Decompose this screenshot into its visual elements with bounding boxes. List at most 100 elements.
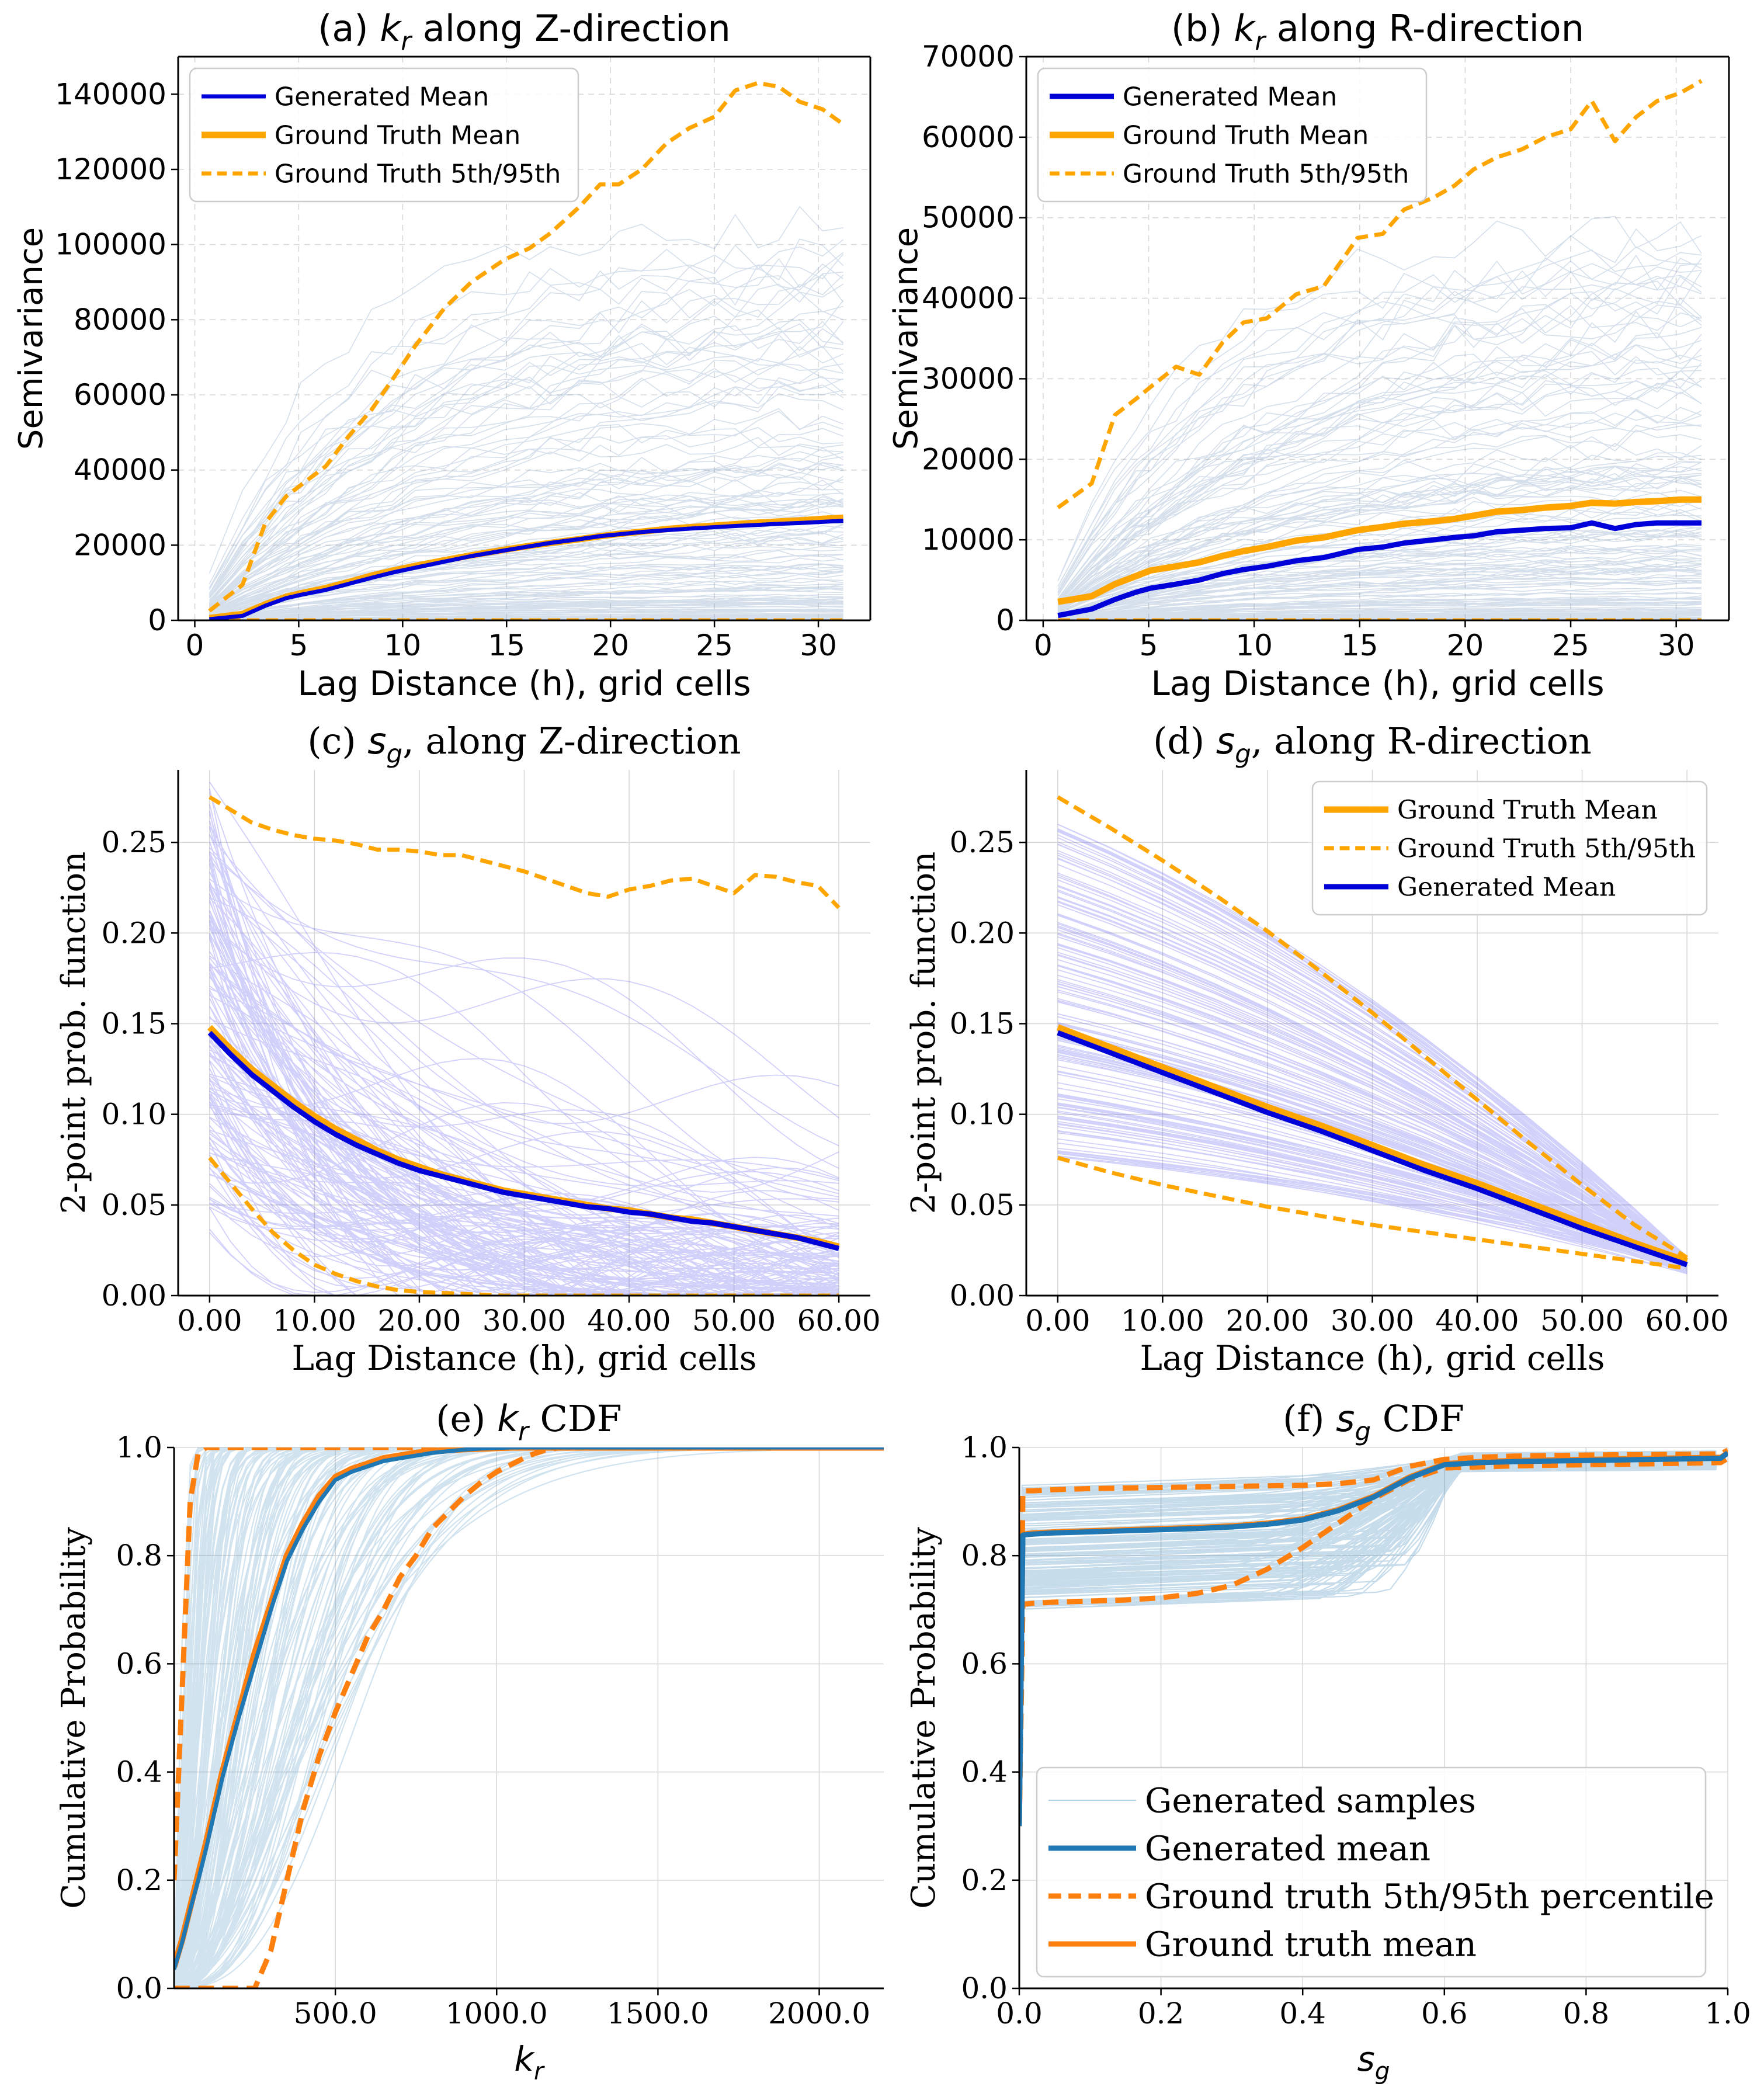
sample-line [209, 579, 843, 618]
sample-line [209, 602, 843, 620]
sample-line [174, 1447, 884, 1988]
sample-line [174, 1447, 884, 1988]
sample-line [1058, 570, 1702, 617]
sample-line [1057, 929, 1687, 1271]
sample-line [1058, 545, 1702, 617]
sample-line [1057, 1132, 1687, 1265]
y-tick-label: 0.15 [102, 1006, 166, 1040]
sample-line [209, 524, 844, 616]
sample-line [1058, 603, 1702, 619]
x-tick-label: 1.0 [1704, 1997, 1751, 2030]
y-tick-label: 0.2 [961, 1863, 1008, 1897]
sample-line [1057, 858, 1687, 1257]
sample-line [1057, 370, 1702, 601]
y-tick-label: 0.05 [950, 1188, 1015, 1222]
y-tick-label: 0.6 [961, 1647, 1008, 1681]
sample-line [1019, 1453, 1717, 1799]
sample-line [1057, 466, 1702, 607]
sample-line [209, 1166, 839, 1296]
sample-line [1057, 926, 1687, 1266]
sample-line [209, 1137, 839, 1296]
sample-line [174, 1447, 884, 1988]
sample-line [1057, 1155, 1687, 1263]
series-ground-truth-5th-95th-lower- [208, 1156, 839, 1296]
x-axis-label: kr [514, 2039, 545, 2085]
sample-line [174, 1447, 884, 1988]
sample-line [1057, 1096, 1687, 1271]
sample-line [1019, 1467, 1717, 1799]
sample-line [1058, 574, 1702, 618]
panel-b: 0 5 10 15 20 25 30 0 10000 20000 30000 40000 50000 60… [887, 7, 1730, 703]
sample-line [1057, 829, 1687, 1260]
sample-line [1057, 424, 1702, 609]
series-ground-truth-5th-95th-lower- [1057, 1155, 1687, 1270]
x-axis-label: Lag Distance (h), grid cells [1140, 1338, 1605, 1378]
sample-line [209, 238, 844, 585]
sample-line [209, 920, 839, 1119]
sample-line [1057, 944, 1687, 1270]
sample-line [1058, 616, 1702, 620]
sample-line [174, 1447, 884, 1988]
sample-line [209, 879, 839, 1200]
sample-line [1057, 477, 1702, 607]
sample-line [174, 1447, 884, 1988]
sample-line [174, 1447, 884, 1988]
sample-line [1019, 1467, 1717, 1799]
sample-line [1057, 965, 1687, 1272]
sample-line [1057, 477, 1702, 612]
sample-line [1057, 1054, 1687, 1264]
sample-line [209, 884, 839, 1235]
sample-line [1019, 1454, 1717, 1799]
chart-title: (a) kr along Z-direction [318, 7, 731, 57]
x-tick-label: 40.00 [1435, 1304, 1519, 1338]
sample-line [1057, 454, 1702, 610]
sample-line [209, 588, 843, 619]
sample-line [174, 1447, 884, 1988]
sample-line [209, 976, 839, 1255]
y-tick-label: 0.00 [950, 1279, 1015, 1313]
sample-line [1057, 914, 1687, 1265]
sample-line [1057, 991, 1687, 1258]
sample-line [1057, 1106, 1687, 1272]
x-tick-label: 20.00 [1225, 1304, 1309, 1338]
sample-line [1058, 564, 1702, 619]
sample-line [174, 1447, 884, 1988]
sample-line [1057, 1110, 1687, 1273]
sample-line [209, 1075, 839, 1273]
sample-line [1058, 597, 1702, 620]
legend-label: Ground Truth 5th/95th [1123, 159, 1409, 189]
x-tick-label: 10.00 [1121, 1304, 1204, 1338]
sample-line [209, 514, 843, 613]
y-tick-label: 0.25 [950, 825, 1015, 859]
sample-line [1057, 532, 1702, 615]
x-tick-label: 10 [1235, 629, 1273, 662]
sample-line [209, 258, 844, 595]
sample-line [174, 1447, 884, 1988]
legend-box [1037, 67, 1428, 203]
sample-line [1058, 601, 1702, 620]
sample-line [209, 1104, 839, 1220]
sample-line [209, 613, 843, 620]
sample-line [209, 492, 844, 608]
sample-line [209, 814, 839, 1287]
sample-line [1058, 579, 1702, 617]
sample-line [1057, 857, 1687, 1274]
series-generated-mean [209, 519, 843, 620]
sample-line [174, 1447, 884, 1988]
sample-line [209, 408, 843, 607]
sample-line [209, 1096, 839, 1296]
sample-line [1019, 1452, 1717, 1799]
sample-line [209, 451, 843, 608]
sample-line [1057, 945, 1687, 1256]
sample-line [1057, 443, 1702, 607]
sample-line [1057, 1013, 1687, 1257]
sample-line [1057, 275, 1702, 603]
sample-line [209, 791, 839, 1281]
sample-line [174, 1447, 884, 1988]
x-tick-label: 10.00 [273, 1304, 356, 1338]
sample-line [209, 568, 843, 617]
sample-line [174, 1447, 884, 1988]
sample-line [1057, 344, 1702, 603]
sample-line [1057, 1023, 1687, 1270]
sample-line [209, 589, 843, 618]
